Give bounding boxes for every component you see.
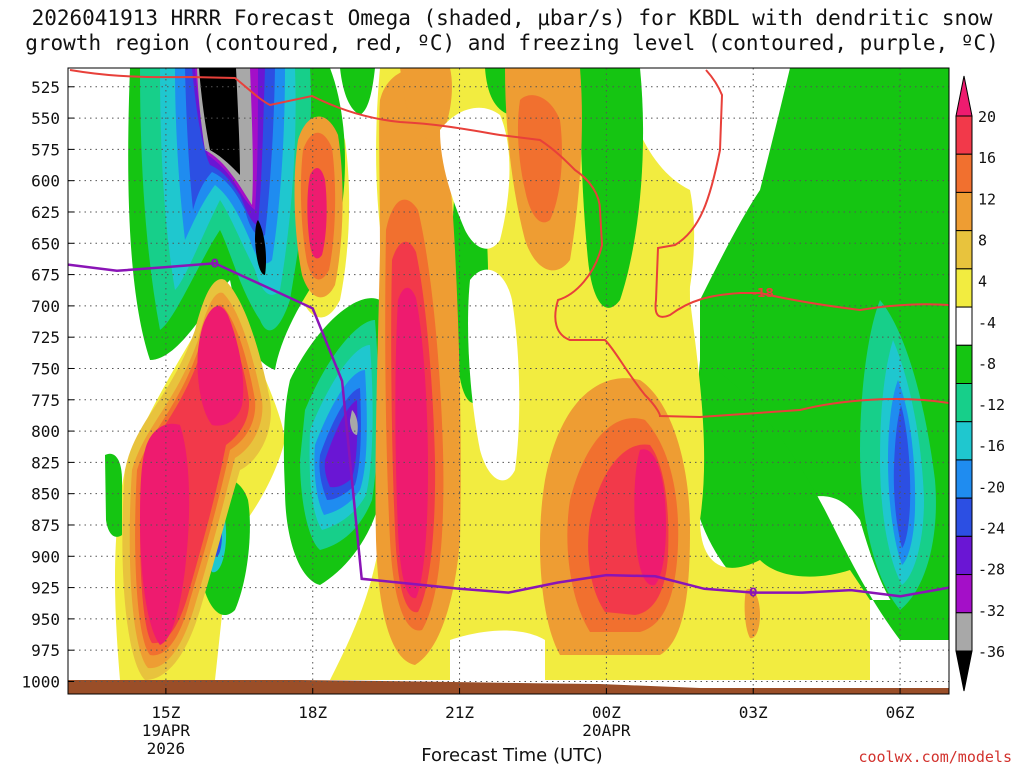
omega-region-amber-03z: [744, 588, 760, 639]
colorbar-label: 4: [978, 273, 987, 291]
y-tick-label: 900: [31, 547, 60, 566]
colorbar-swatch: [955, 497, 973, 537]
plot-area: -18 00: [68, 68, 949, 694]
x-tick-label: 00Z: [592, 703, 621, 722]
y-tick-label: 875: [31, 516, 60, 535]
y-tick-label: 650: [31, 234, 60, 253]
colorbar-label: 12: [978, 190, 996, 208]
omega-region-green-top2: [340, 68, 375, 115]
omega-region-pink-left: [140, 423, 190, 645]
omega-region-black-left: [199, 68, 240, 175]
freezing-level-labels: 00: [211, 256, 758, 600]
colorbar-label: -36: [978, 643, 1005, 661]
colorbar-swatch: [955, 612, 973, 652]
colorbar-label: -20: [978, 478, 1005, 496]
x-tick-label: 15Z: [151, 703, 180, 722]
y-tick-label: 850: [31, 485, 60, 504]
x-tick-label: 03Z: [739, 703, 768, 722]
colorbar-top-arrow: [955, 75, 973, 117]
colorbar-swatch: [955, 459, 973, 499]
chart-title: 2026041913 HRRR Forecast Omega (shaded, …: [0, 6, 1024, 56]
grid-lines: [68, 68, 949, 694]
omega-region-green-top4: [580, 68, 644, 308]
omega-region-pink-20z: [395, 287, 428, 599]
x-axis-title: Forecast Time (UTC): [421, 745, 603, 766]
colorbar-label: -28: [978, 561, 1005, 579]
title-line-1: 2026041913 HRRR Forecast Omega (shaded, …: [31, 6, 993, 30]
colorbar-swatch: [955, 574, 973, 614]
omega-region-gray-mid: [350, 410, 358, 435]
y-tick-label: 1000: [21, 672, 60, 691]
y-tick-label: 575: [31, 140, 60, 159]
plot-border: [67, 67, 950, 695]
colorbar-label: -8: [978, 355, 996, 373]
omega-region-dblue-right: [893, 405, 911, 548]
dgz-contour-upper: [69, 69, 949, 419]
colorbar-legend: 20 16 12 8 4 -4 -8 -12 -16 -20 -24 -28 -32 -36: [955, 75, 1005, 692]
ground-surface: [68, 680, 949, 694]
dgz-contour-label: -18: [752, 286, 774, 300]
colorbar-swatch: [955, 383, 973, 423]
x-tick-label: 06Z: [886, 703, 915, 722]
colorbar-label: 8: [978, 231, 987, 249]
freezing-level-label: 0: [749, 586, 757, 600]
x-tick-label: 21Z: [445, 703, 474, 722]
colorbar-swatch: [955, 115, 973, 155]
x-tick-sublabel: 19APR: [142, 721, 191, 740]
colorbar-label: 16: [978, 149, 996, 167]
colorbar-swatch: [955, 230, 973, 270]
dgz-contour-right: [654, 69, 949, 318]
colorbar-swatch: [955, 344, 973, 384]
y-tick-label: 925: [31, 579, 60, 598]
omega-region-dorange-top2: [517, 95, 562, 223]
colorbar-swatch: [955, 535, 973, 576]
y-tick-label: 800: [31, 422, 60, 441]
colorbar-swatch: [955, 306, 973, 346]
colorbar-label: -16: [978, 437, 1005, 455]
omega-region-white-gap3: [450, 630, 545, 680]
x-tick-label: 18Z: [298, 703, 327, 722]
omega-region-pink-upper: [307, 168, 327, 259]
title-line-2: growth region (contoured, red, ºC) and f…: [25, 31, 999, 55]
colorbar-swatch: [955, 153, 973, 193]
y-tick-label: 625: [31, 203, 60, 222]
y-tick-label: 600: [31, 172, 60, 191]
x-tick-sublabel: 20APR: [582, 721, 631, 740]
omega-region-purple-mid: [324, 400, 358, 488]
y-tick-label: 725: [31, 328, 60, 347]
colorbar-bottom-arrow: [955, 650, 973, 692]
y-tick-label: 550: [31, 109, 60, 128]
y-tick-label: 750: [31, 359, 60, 378]
freezing-level-contour: [68, 262, 949, 598]
colorbar-label: -12: [978, 396, 1005, 414]
y-tick-label: 775: [31, 391, 60, 410]
omega-region-green-small2: [105, 453, 122, 537]
y-tick-label: 700: [31, 297, 60, 316]
y-tick-label: 525: [31, 78, 60, 97]
y-tick-label: 975: [31, 641, 60, 660]
source-credit: coolwx.com/models: [858, 748, 1012, 766]
omega-region-white-gap1: [440, 107, 510, 249]
y-tick-label: 825: [31, 453, 60, 472]
colorbar-label: -4: [978, 314, 996, 332]
colorbar-label: 20: [978, 108, 996, 126]
colorbar-label: -32: [978, 602, 1005, 620]
freezing-level-label: 0: [211, 256, 219, 270]
colorbar-swatch: [955, 421, 973, 461]
omega-region-white-gap2: [468, 269, 520, 481]
colorbar-swatch: [955, 191, 973, 232]
y-tick-label: 950: [31, 610, 60, 629]
omega-region-pink-lower: [634, 449, 666, 586]
y-tick-label: 675: [31, 266, 60, 285]
colorbar-swatch: [955, 268, 973, 308]
x-tick-sublabel: 2026: [147, 739, 186, 758]
omega-region-pink-left2: [197, 305, 244, 426]
y-axis: 525 550 575 600 625 650 675 700 725 750 775 800 825 8…: [21, 78, 74, 691]
omega-region-black-left2: [255, 220, 267, 275]
colorbar-label: -24: [978, 520, 1005, 538]
